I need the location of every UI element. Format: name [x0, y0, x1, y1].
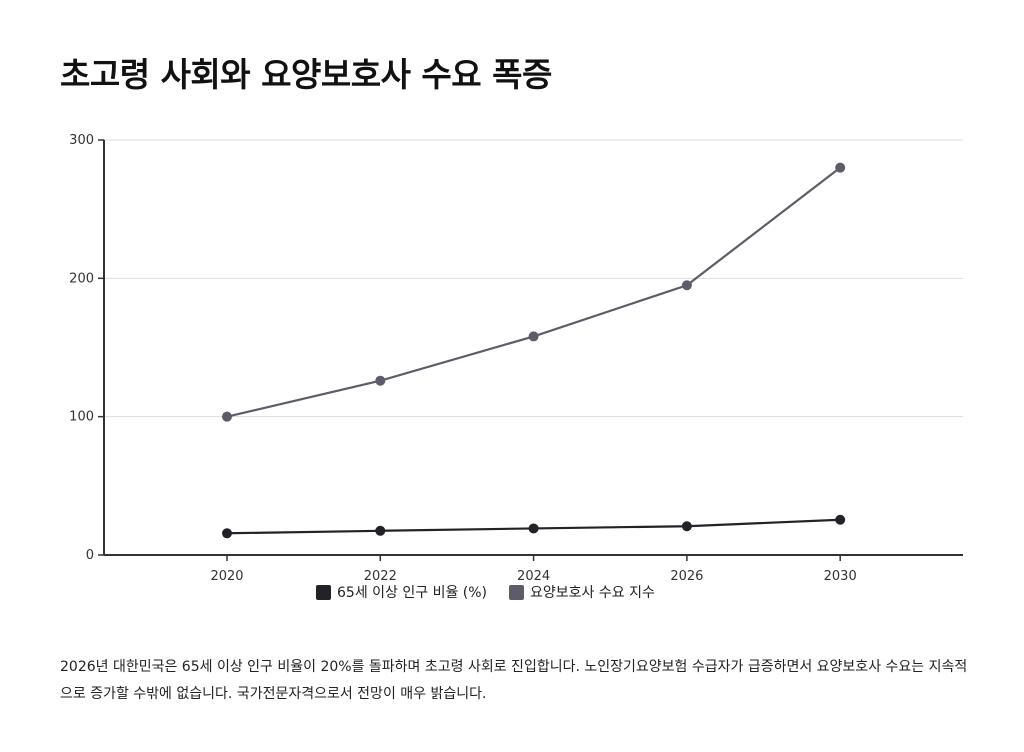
legend: 65세 이상 인구 비율 (%) 요양보호사 수요 지수 [316, 582, 655, 602]
data-point [835, 514, 846, 525]
legend-item-elderly-ratio[interactable]: 65세 이상 인구 비율 (%) [316, 582, 487, 602]
data-point [375, 375, 386, 386]
data-point [681, 280, 692, 291]
data-point [222, 528, 232, 539]
series-line-1 [226, 166, 841, 418]
caption: 2026년 대한민국은 65세 이상 인구 비율이 20%를 돌파하며 초고령 … [60, 659, 968, 702]
data-point [681, 521, 692, 532]
x-tick-label: 2022 [364, 569, 397, 584]
x-tick-label: 2024 [517, 569, 550, 584]
legend-label: 65세 이상 인구 비율 (%) [337, 585, 488, 601]
data-point [375, 525, 386, 536]
y-tick-label: 0 [86, 548, 94, 563]
data-point [528, 523, 539, 534]
y-tick-label: 300 [69, 133, 94, 148]
data-point [528, 331, 539, 342]
y-tick-label: 100 [69, 410, 94, 425]
x-tick-label: 2030 [824, 569, 857, 584]
legend-label: 요양보호사 수요 지수 [530, 585, 655, 601]
x-tick-label: 2020 [210, 569, 243, 584]
x-tick-label: 2026 [670, 569, 703, 584]
legend-item-caregiver-demand[interactable]: 요양보호사 수요 지수 [509, 582, 655, 602]
chart-title: 초고령 사회와 요양보호사 수요 폭증 [60, 55, 552, 94]
legend-swatch [509, 584, 525, 600]
data-point [835, 162, 846, 173]
legend-swatch [316, 584, 331, 600]
data-point [222, 411, 232, 422]
y-tick-label: 200 [69, 271, 94, 286]
